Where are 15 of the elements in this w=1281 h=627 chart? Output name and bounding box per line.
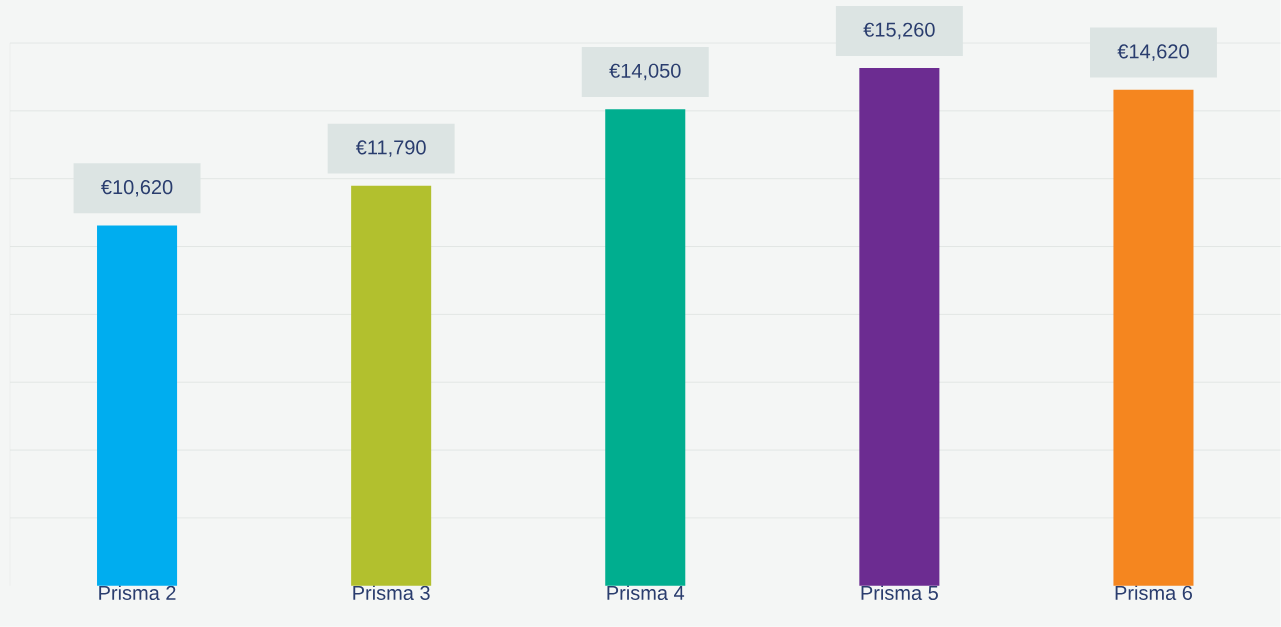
bar	[605, 109, 686, 586]
bar	[351, 185, 432, 586]
data-label: €14,050	[609, 63, 681, 81]
x-tick-label: Prisma 4	[607, 585, 685, 601]
x-tick-label: Prisma 2	[99, 585, 176, 601]
x-tick-label: Prisma 6	[1115, 585, 1192, 601]
bar	[1113, 89, 1194, 586]
x-tick-label: Prisma 3	[353, 585, 430, 601]
data-label: €14,620	[1117, 44, 1189, 61]
x-tick-label: Prisma 5	[861, 585, 938, 601]
bar	[859, 68, 940, 586]
data-label: €10,620	[101, 180, 173, 197]
bar	[97, 225, 178, 586]
data-label: €11,790	[355, 140, 426, 157]
data-label: €15,260	[863, 22, 935, 40]
